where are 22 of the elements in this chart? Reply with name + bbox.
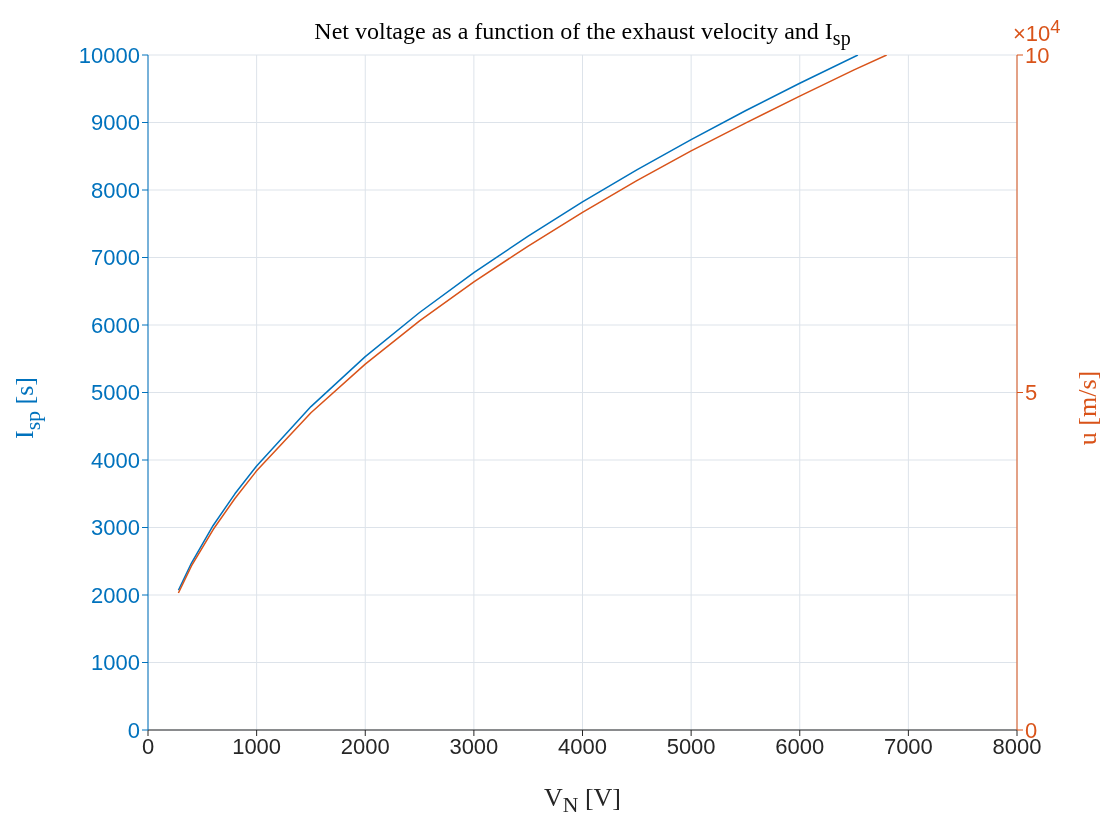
x-tick-label: 6000 [775,733,825,759]
y2-tick-label: 5 [1025,380,1038,406]
y-tick-label: 6000 [91,312,140,338]
y-tick-label: 3000 [91,515,140,541]
x-tick-label: 2000 [340,733,390,759]
y-tick-label: 4000 [91,447,140,473]
y-tick-label: 2000 [91,582,140,608]
x-tick-label: 7000 [883,733,933,759]
x-tick-label: 4000 [558,733,607,759]
x-tick-label: 3000 [449,733,499,759]
y-tick-label: 1000 [91,650,140,676]
y-tick-label: 0 [127,717,140,743]
y-tick-label: 8000 [91,177,140,203]
y-tick-label: 5000 [91,380,140,406]
chart-title: Net voltage as a function of the exhaust velocity and I$_{sp}$ [314,18,851,49]
y-tick-label: 9000 [91,110,140,136]
y2-axis-title: u [m/s] [1073,370,1103,446]
x-tick-label: 5000 [666,733,716,759]
x-tick-label: 1000 [232,733,282,759]
y-tick-label: 7000 [91,245,140,271]
x-axis-title: V$_{N}$ [V] [543,783,622,819]
y-tick-label: 10000 [78,42,140,68]
